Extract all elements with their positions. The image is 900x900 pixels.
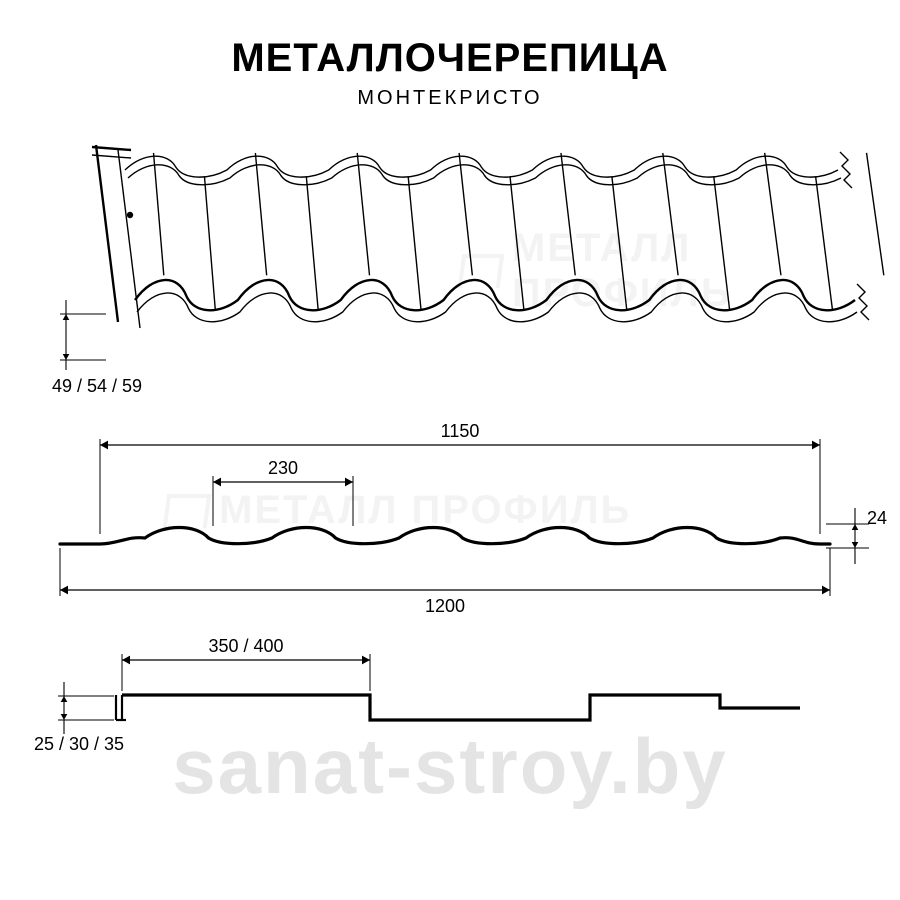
svg-text:1150: 1150 [441, 421, 480, 441]
svg-text:49 / 54 / 59: 49 / 54 / 59 [52, 376, 142, 396]
technical-drawing: 49 / 54 / 5949 / 54 / 591150230120024350… [0, 0, 900, 900]
svg-text:350 / 400: 350 / 400 [208, 636, 283, 656]
svg-text:230: 230 [268, 458, 298, 478]
svg-text:1200: 1200 [425, 596, 465, 616]
svg-text:24: 24 [867, 508, 887, 528]
svg-text:25 / 30 / 35: 25 / 30 / 35 [34, 734, 124, 754]
